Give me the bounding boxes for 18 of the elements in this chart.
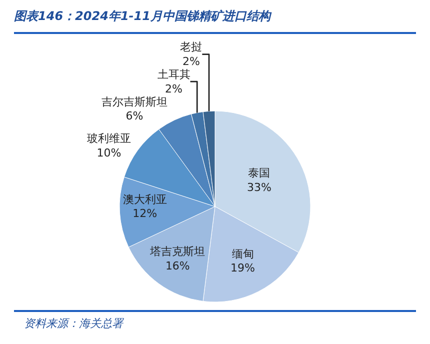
text: 资料来源：海关总署 <box>24 316 123 331</box>
data-label: 16% <box>165 259 190 272</box>
slice-label: 塔吉克斯坦 <box>149 245 206 258</box>
slice-label: 泰国 <box>248 166 270 180</box>
data-label: 12% <box>132 207 158 220</box>
slice-label: 缅甸 <box>232 247 254 260</box>
chart-title: 图表146：2024年1-11月中国锑精矿进口结构 <box>14 8 270 25</box>
slice-label: 玻利维亚 <box>86 132 131 145</box>
data-label: 2% <box>165 82 183 96</box>
slice-label: 老挝 <box>180 40 202 54</box>
data-label: 10% <box>96 146 122 160</box>
slice-label: 土耳其 <box>157 68 190 81</box>
data-label: 6% <box>126 110 144 123</box>
data-label: 33% <box>246 181 272 194</box>
slice-label: 吉尔吉斯斯坦 <box>102 95 168 108</box>
data-label: 19% <box>230 262 255 275</box>
data-label: 2% <box>182 54 200 68</box>
slice-label: 澳大利亚 <box>122 192 167 206</box>
